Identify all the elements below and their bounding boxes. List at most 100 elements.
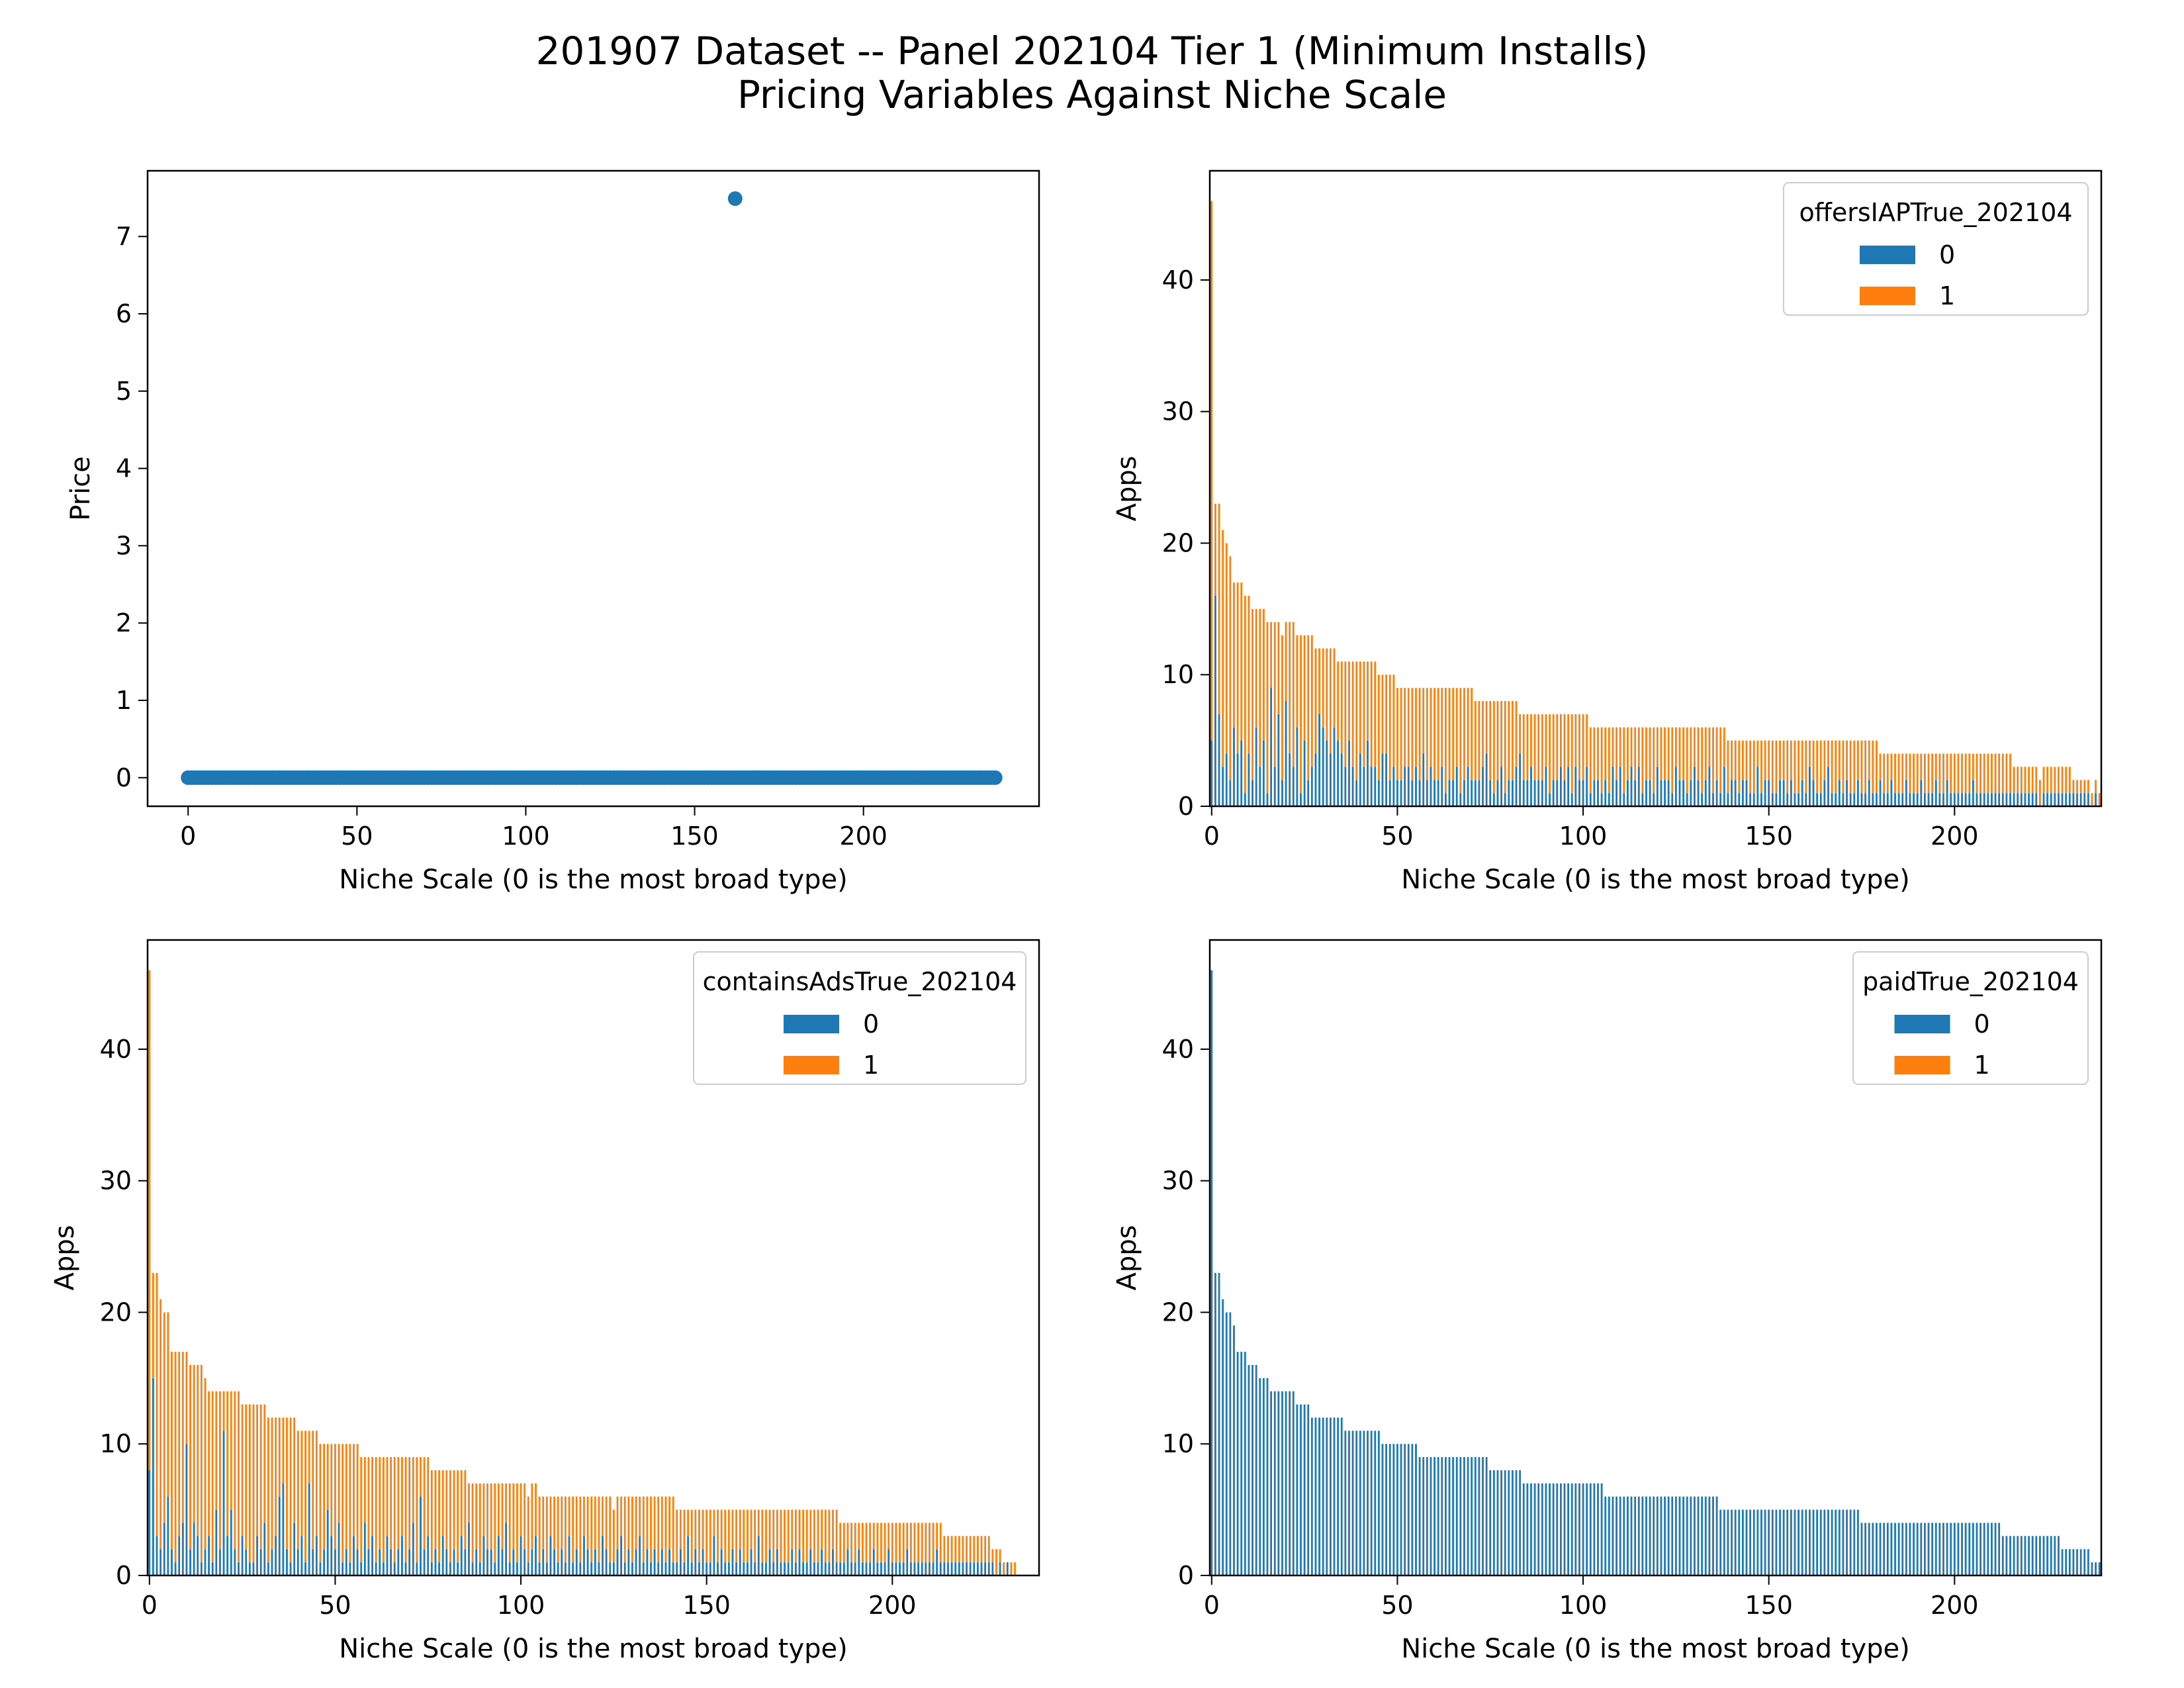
bar-series-0 <box>1868 780 1870 806</box>
bar-series-1 <box>219 1391 221 1550</box>
bar-series-1 <box>1593 727 1596 780</box>
bar-series-0 <box>1006 1562 1009 1575</box>
bar-series-0 <box>248 1562 251 1575</box>
bar-series-0 <box>1764 1509 1766 1575</box>
bar-series-0 <box>605 1549 608 1575</box>
bar-series-0 <box>1934 780 1937 806</box>
bar-series-1 <box>664 1496 667 1563</box>
bar-series-1 <box>252 1404 255 1563</box>
bar-series-0 <box>1582 780 1584 806</box>
bar-series-0 <box>1455 767 1458 806</box>
bar-series-1 <box>1738 740 1741 794</box>
bar-series-1 <box>590 1496 593 1563</box>
bar-series-1 <box>1674 727 1677 767</box>
bar-series-0 <box>464 1549 467 1575</box>
bar-series-0 <box>1805 793 1807 806</box>
bar-series-1 <box>245 1404 248 1550</box>
bar-series-0 <box>1991 1523 1993 1575</box>
bar-series-0 <box>1819 1509 1822 1575</box>
bar-series-0 <box>241 1536 244 1575</box>
bar-series-0 <box>1957 1523 1960 1575</box>
bar-series-1 <box>2038 780 2041 806</box>
bar-series-0 <box>660 1549 663 1575</box>
bar-series-1 <box>1314 648 1317 754</box>
bar-series-1 <box>1374 661 1377 767</box>
bar-series-0 <box>1545 767 1547 806</box>
bar-series-0 <box>1630 767 1633 806</box>
bar-series-0 <box>1400 780 1402 806</box>
bar-series-1 <box>824 1509 827 1563</box>
bar-series-0 <box>375 1562 377 1575</box>
y-tick-label: 30 <box>1162 1166 1194 1196</box>
bar-series-0 <box>1794 1509 1796 1575</box>
bar-series-0 <box>639 1536 641 1575</box>
bar-series-0 <box>602 1536 604 1575</box>
bar-series-0 <box>271 1549 273 1575</box>
bar-series-0 <box>2005 793 2008 806</box>
bar-series-0 <box>401 1536 403 1575</box>
bar-series-1 <box>538 1496 541 1563</box>
bar-series-0 <box>2024 793 2026 806</box>
bar-series-1 <box>1251 608 1253 780</box>
y-tick-label: 4 <box>116 454 132 483</box>
bar-series-1 <box>565 1496 567 1563</box>
bar-series-1 <box>765 1509 767 1563</box>
bar-series-0 <box>950 1562 953 1575</box>
bar-series-1 <box>386 1457 388 1536</box>
y-tick-label: 10 <box>1162 660 1194 689</box>
bar-series-1 <box>598 1496 600 1563</box>
bar-series-0 <box>1467 767 1469 806</box>
bar-series-1 <box>1418 688 1421 780</box>
bar-series-0 <box>720 1549 723 1575</box>
bar-series-0 <box>1526 1483 1529 1575</box>
bar-series-1 <box>371 1457 373 1536</box>
bar-series-0 <box>1608 1496 1610 1575</box>
bar-series-1 <box>1262 608 1265 741</box>
bar-series-0 <box>1359 753 1361 806</box>
bar-series-1 <box>1950 753 1952 794</box>
bar-series-1 <box>1964 753 1967 794</box>
bar-series-0 <box>747 1562 749 1575</box>
bar-series-0 <box>1809 1509 1811 1575</box>
bar-series-1 <box>1953 753 1956 794</box>
bar-series-1 <box>1819 740 1822 794</box>
scatter-point-outlier <box>727 191 743 207</box>
bar-series-0 <box>1727 793 1729 806</box>
bar-series-0 <box>475 1549 478 1575</box>
bar-series-1 <box>1905 753 1907 780</box>
bar-series-0 <box>1363 1430 1365 1575</box>
bar-series-0 <box>969 1562 972 1575</box>
bar-series-0 <box>1612 1496 1614 1575</box>
bar-series-1 <box>1708 727 1711 767</box>
bar-series-1 <box>1225 543 1228 754</box>
bar-series-1 <box>1731 740 1733 780</box>
bar-series-0 <box>1463 780 1465 806</box>
bar-series-0 <box>598 1562 600 1575</box>
bar-series-1 <box>1627 727 1629 780</box>
bar-series-1 <box>1367 661 1369 741</box>
bar-series-0 <box>1853 793 1856 806</box>
bar-series-1 <box>1448 688 1451 780</box>
bar-series-1 <box>259 1404 262 1550</box>
bar-series-0 <box>408 1549 411 1575</box>
bar-series-0 <box>1979 1523 1981 1575</box>
bar-series-1 <box>1300 635 1302 794</box>
bar-series-1 <box>1756 740 1759 767</box>
bar-series-1 <box>1344 661 1347 767</box>
bar-series-0 <box>2091 1562 2093 1575</box>
bar-series-0 <box>1671 1496 1674 1575</box>
bar-series-1 <box>1392 675 1395 767</box>
bar-series-0 <box>2058 793 2060 806</box>
bar-series-0 <box>1563 780 1566 806</box>
bar-series-1 <box>393 1457 396 1563</box>
bar-series-0 <box>906 1549 909 1575</box>
bar-series-0 <box>1522 1483 1525 1575</box>
bar-series-1 <box>1741 740 1744 780</box>
bar-series-0 <box>1385 1444 1387 1575</box>
bar-series-0 <box>545 1562 548 1575</box>
bar-series-1 <box>679 1509 682 1550</box>
bar-series-1 <box>497 1483 500 1536</box>
bar-series-1 <box>1719 727 1722 794</box>
bar-series-0 <box>586 1549 589 1575</box>
bar-series-0 <box>1660 1496 1662 1575</box>
